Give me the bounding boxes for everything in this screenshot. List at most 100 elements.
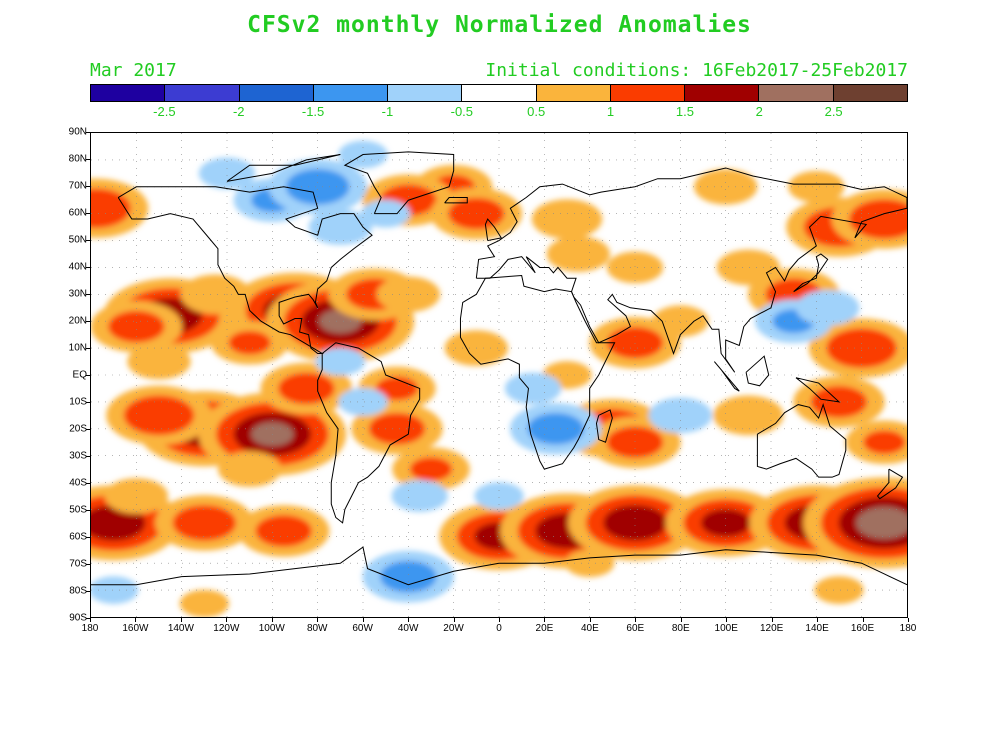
colorbar-segment [833,85,907,101]
colorbar-label: -1.5 [301,104,325,119]
coastline [444,197,468,204]
lon-tick [817,618,819,622]
anomaly-blob [531,199,603,239]
lat-tick [86,186,90,187]
lon-tick [271,618,273,622]
colorbar-label: 2 [755,104,763,119]
lon-tick [453,618,455,622]
lon-tick [317,618,319,622]
lat-tick [86,348,90,349]
lon-label: 180 [899,623,917,634]
lon-tick [180,618,182,622]
anomaly-blob [375,376,419,401]
lat-tick [86,618,90,619]
lon-label: 80E [671,623,690,634]
anomaly-blob [504,372,562,405]
lat-label: 40S [69,477,87,489]
lon-label: 100W [258,623,285,634]
anomaly-blob [606,426,664,459]
anomaly-blob [91,188,131,229]
initial-conditions: Initial conditions: 16Feb2017-25Feb2017 [485,60,908,81]
anomaly-blob [648,397,713,434]
lon-label: 80W [306,623,328,634]
lon-tick [862,618,864,622]
lon-label: 120E [759,623,784,634]
anomaly-map [90,132,908,618]
map-title: CFSv2 monthly Normalized Anomalies [247,12,752,38]
lon-tick [680,618,682,622]
colorbar-segment [388,85,463,101]
lat-tick [86,213,90,214]
anomaly-blob [198,157,256,190]
coastline [475,167,907,373]
coastline [317,342,421,524]
forecast-month: Mar 2017 [90,60,177,81]
lat-label: 50N [68,234,87,246]
anomaly-blob [652,305,709,338]
colorbar-label: -0.5 [450,104,474,119]
anomaly-blob [228,330,271,355]
anomaly-blob [693,168,758,205]
anomaly-map-svg [91,133,907,617]
coastline [793,253,829,293]
lat-label: 70N [68,180,87,192]
lat-tick [86,321,90,322]
anomaly-blob [565,549,615,578]
lat-tick [86,483,90,484]
colorbar-segment [313,85,389,101]
colorbar-segment [536,85,611,101]
lon-tick [908,618,909,622]
colorbar-label: -1 [381,104,394,119]
anomaly-blob [108,310,165,343]
lon-label: 140E [805,623,829,634]
lon-tick [90,618,91,622]
lon-label: 0 [496,623,502,634]
coastline [795,377,841,403]
anomaly-blob [606,326,664,359]
lat-tick [86,267,90,268]
lon-tick [635,618,637,622]
anomaly-blob [172,505,237,541]
lon-tick [771,618,773,622]
lon-label: 40E [580,623,599,634]
lat-label: 30N [68,288,87,300]
anomaly-blob [217,451,282,487]
anomaly-blob [285,168,350,205]
colorbar-label: 1.5 [675,104,694,119]
anomaly-blob [123,395,195,436]
anomaly-blob [104,478,169,514]
lat-label: 20S [69,423,87,435]
lon-label: 120W [213,623,240,634]
lon-tick [362,618,364,622]
anomaly-blob [863,430,906,455]
anomaly-blob [179,589,229,617]
lon-label: 140W [167,623,194,634]
anomaly-blob [856,507,907,539]
anomaly-blob [91,576,139,604]
lat-label: 40N [68,261,87,273]
anomaly-blob [127,343,191,380]
lat-tick [86,240,90,241]
lon-tick [226,618,228,622]
anomaly-blob [603,505,667,541]
lon-label: 20E [535,623,554,634]
coastline [226,154,341,182]
colorbar-label: 1 [606,104,615,119]
lat-tick [86,132,90,133]
coastline [756,402,847,478]
anomaly-blob [474,482,524,510]
coastline [459,274,616,470]
lat-label: 60S [69,531,87,543]
lat-tick [86,456,90,457]
lat-tick [86,294,90,295]
lon-tick [499,618,500,622]
coastline [745,355,770,387]
lat-label: 30S [69,450,87,462]
lat-label: 70S [69,558,87,570]
coastline [713,361,740,392]
anomaly-blob [338,388,388,416]
colorbar-segment [91,85,166,101]
coastline [343,151,455,215]
colorbar-label: -2 [232,104,245,119]
anomaly-blob [315,347,365,376]
